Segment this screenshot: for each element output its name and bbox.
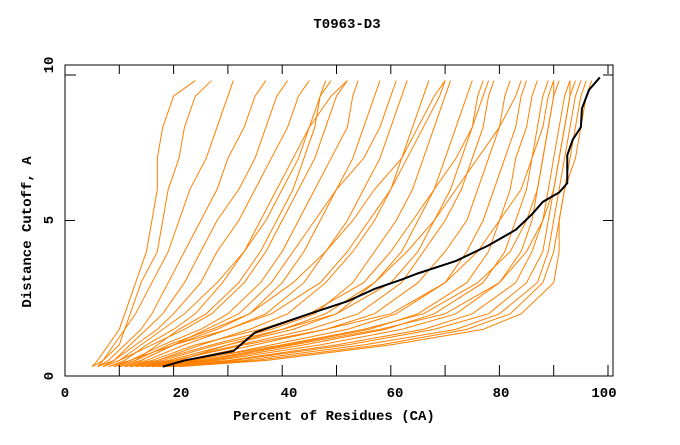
model-series-line-2 — [97, 80, 212, 367]
x-tick-label: 20 — [173, 386, 190, 402]
y-axis-label: Distance Cutoff, A — [20, 156, 36, 308]
ticks-layer — [64, 64, 613, 377]
highlight-series-line — [162, 76, 601, 368]
model-series-line-35 — [113, 80, 446, 368]
model-series-line-13 — [124, 80, 452, 368]
y-tick-label: 10 — [42, 57, 58, 74]
x-tick-label: 100 — [591, 386, 616, 402]
y-tick-label: 5 — [42, 216, 58, 224]
model-series-line-8 — [102, 80, 348, 368]
model-series-line-34 — [119, 80, 397, 368]
model-series-line-4 — [97, 80, 267, 368]
model-series-line-28 — [124, 80, 490, 368]
model-series-line-1 — [91, 80, 196, 367]
model-series-line-23 — [168, 80, 582, 368]
model-series-line-3 — [91, 80, 234, 368]
model-series-line-36 — [140, 80, 522, 368]
model-series-line-12 — [130, 80, 430, 368]
series-layer — [91, 76, 601, 368]
x-axis-label: Percent of Residues (CA) — [233, 409, 435, 425]
model-series-line-29 — [130, 80, 484, 368]
model-series-line-15 — [140, 80, 495, 368]
model-series-line-26 — [113, 80, 327, 368]
model-series-line-6 — [97, 80, 310, 368]
model-series-line-9 — [113, 80, 359, 368]
model-series-line-24 — [173, 80, 587, 368]
x-tick-label: 40 — [281, 386, 298, 402]
model-series-line-5 — [102, 80, 289, 368]
x-tick-label: 80 — [493, 386, 510, 402]
plot-frame — [64, 64, 614, 377]
x-tick-label: 60 — [387, 386, 404, 402]
chart-title: T0963-D3 — [313, 17, 380, 33]
model-series-line-31 — [146, 80, 555, 368]
y-tick-label: 0 — [42, 372, 58, 380]
model-series-line-21 — [162, 80, 571, 368]
model-series-line-18 — [151, 80, 538, 368]
x-tick-label: 0 — [61, 386, 69, 402]
model-series-line-33 — [102, 80, 348, 368]
model-series-line-19 — [151, 80, 549, 368]
model-series-line-17 — [146, 80, 528, 368]
model-series-line-10 — [119, 80, 381, 368]
model-series-line-32 — [157, 80, 571, 368]
